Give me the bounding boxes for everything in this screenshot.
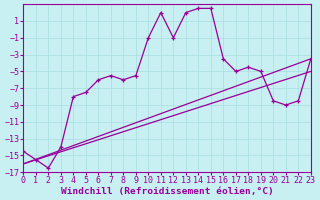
X-axis label: Windchill (Refroidissement éolien,°C): Windchill (Refroidissement éolien,°C) — [61, 187, 274, 196]
